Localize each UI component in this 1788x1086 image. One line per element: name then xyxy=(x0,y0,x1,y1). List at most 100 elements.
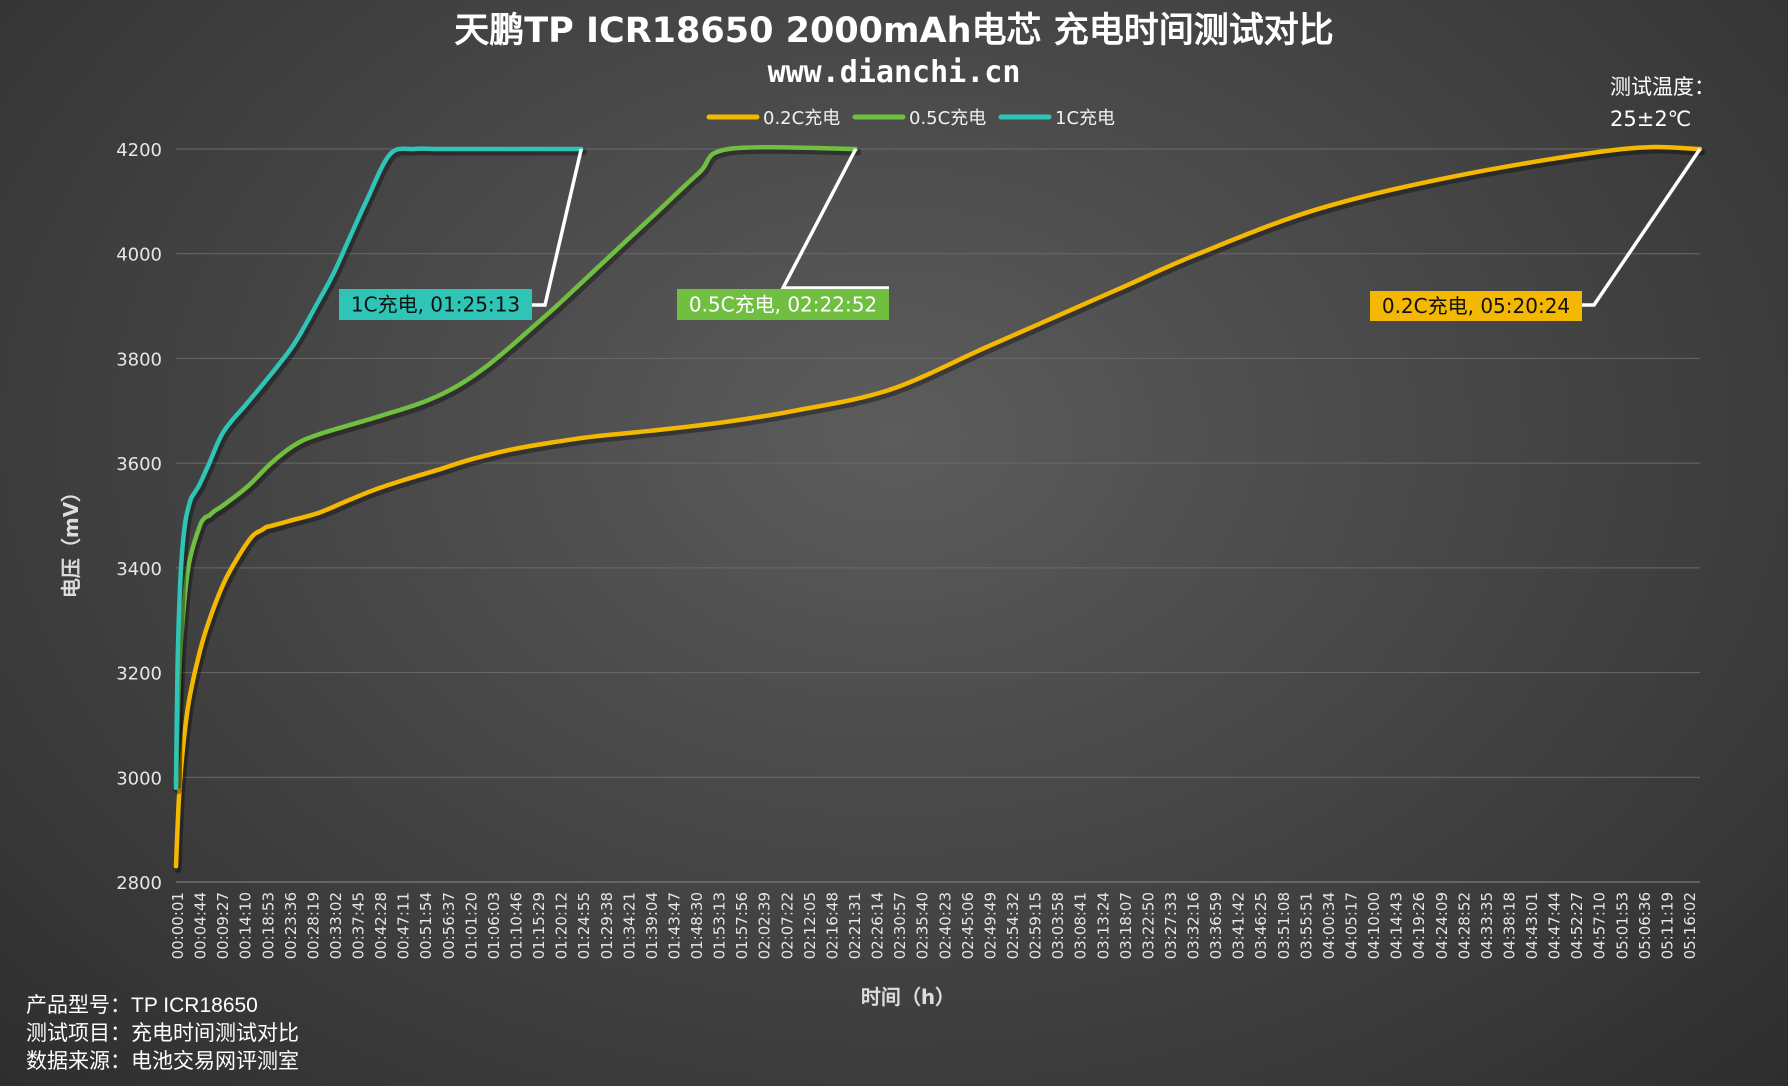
x-tick-label: 03:51:08 xyxy=(1275,892,1293,959)
x-tick-label: 00:51:54 xyxy=(417,892,435,959)
x-tick-label: 02:02:39 xyxy=(756,892,774,959)
chart-title: 天鹏TP ICR18650 2000mAh电芯 充电时间测试对比 xyxy=(454,11,1333,51)
x-tick-label: 04:10:00 xyxy=(1365,892,1383,959)
legend-label: 1C充电 xyxy=(1055,108,1115,129)
x-tick-label: 02:30:57 xyxy=(891,892,909,959)
x-axis-label: 时间（h） xyxy=(861,985,955,1009)
x-tick-label: 03:55:51 xyxy=(1297,892,1315,959)
x-tick-label: 01:20:12 xyxy=(553,892,571,959)
x-tick-label: 02:59:15 xyxy=(1027,892,1045,959)
x-tick-label: 03:22:50 xyxy=(1139,892,1157,959)
x-tick-label: 04:43:01 xyxy=(1523,892,1541,959)
series-lines xyxy=(173,144,1706,873)
callout-leader xyxy=(532,148,583,307)
series-shadow xyxy=(174,146,862,790)
series-shadow xyxy=(174,146,1706,873)
x-tick-label: 04:05:17 xyxy=(1342,892,1360,959)
x-tick-label: 01:01:20 xyxy=(462,892,480,959)
x-tick-label: 01:10:46 xyxy=(508,892,526,959)
x-tick-label: 03:36:59 xyxy=(1207,892,1225,959)
x-tick-label: 04:47:44 xyxy=(1546,892,1564,959)
x-tick-label: 04:00:34 xyxy=(1320,892,1338,959)
x-tick-label: 00:47:11 xyxy=(395,892,413,959)
callout-box xyxy=(1370,291,1582,321)
callout-box xyxy=(339,289,532,320)
series-line xyxy=(173,146,584,791)
x-tick-label: 00:18:53 xyxy=(259,892,277,959)
x-tick-label: 02:54:32 xyxy=(1004,892,1022,959)
temperature-value: 25±2℃ xyxy=(1610,107,1691,131)
x-tick-label: 01:34:21 xyxy=(620,892,638,959)
y-axis-label: 电压（mV） xyxy=(59,482,83,598)
callout-leader xyxy=(1582,148,1702,307)
x-tick-label: 02:16:48 xyxy=(823,892,841,959)
legend-label: 0.5C充电 xyxy=(909,108,986,129)
y-tick-label: 2800 xyxy=(116,873,162,894)
x-tick-label: 00:28:19 xyxy=(304,892,322,959)
series-line xyxy=(173,144,1703,869)
x-tick-label: 01:43:47 xyxy=(665,892,683,959)
y-tick-label: 3200 xyxy=(116,664,162,685)
x-tick-label: 05:06:36 xyxy=(1636,892,1654,959)
x-tick-label: 05:11:19 xyxy=(1658,892,1676,959)
x-tick-label: 00:09:27 xyxy=(214,892,232,959)
x-tick-label: 03:46:25 xyxy=(1252,892,1270,959)
legend: 0.2C充电 0.5C充电 1C充电 xyxy=(706,108,1115,129)
x-tick-label: 03:27:33 xyxy=(1162,892,1180,959)
y-tick-label: 3400 xyxy=(116,559,162,580)
callout-label: 0.2C充电, 05:20:24 xyxy=(1382,294,1570,318)
series-shadow xyxy=(174,148,587,795)
x-tick-label: 04:24:09 xyxy=(1433,892,1451,959)
chart-subtitle: www.dianchi.cn xyxy=(768,55,1021,90)
x-tick-label: 04:19:26 xyxy=(1410,892,1428,959)
x-tick-label: 04:28:52 xyxy=(1455,892,1473,959)
x-tick-label: 04:52:27 xyxy=(1568,892,1586,959)
callout-label: 1C充电, 01:25:13 xyxy=(351,293,520,317)
x-tick-label: 00:04:44 xyxy=(192,892,210,959)
x-tick-label: 01:48:30 xyxy=(688,892,706,959)
x-tick-label: 04:57:10 xyxy=(1591,892,1609,959)
x-tick-label: 00:33:02 xyxy=(327,892,345,959)
x-tick-label: 02:26:14 xyxy=(869,892,887,959)
x-tick-label: 00:42:28 xyxy=(372,892,390,959)
data-source: 数据来源：电池交易网评测室 xyxy=(26,1050,299,1073)
x-tick-label: 05:16:02 xyxy=(1681,892,1699,959)
x-tick-label: 01:39:04 xyxy=(643,892,661,959)
gridlines xyxy=(176,148,1700,883)
x-tick-label: 00:23:36 xyxy=(282,892,300,959)
x-tick-label: 01:53:13 xyxy=(711,892,729,959)
callout-box xyxy=(677,289,889,320)
x-tick-label: 00:37:45 xyxy=(350,892,368,959)
x-tick-label: 02:49:49 xyxy=(981,892,999,959)
y-tick-label: 3800 xyxy=(116,349,162,370)
temperature-label: 测试温度： xyxy=(1610,75,1715,99)
x-tick-label: 03:41:42 xyxy=(1230,892,1248,959)
x-tick-label: 00:56:37 xyxy=(440,892,458,959)
x-tick-label: 02:40:23 xyxy=(936,892,954,959)
x-tick-label: 03:13:24 xyxy=(1094,892,1112,959)
x-tick-label: 01:24:55 xyxy=(575,892,593,959)
y-tick-label: 3000 xyxy=(116,768,162,789)
product-model: 产品型号：TP ICR18650 xyxy=(26,994,258,1017)
legend-label: 0.2C充电 xyxy=(763,108,840,129)
callout-leader xyxy=(780,148,889,290)
x-tick-label: 00:00:01 xyxy=(169,892,187,959)
x-tick-label: 02:35:40 xyxy=(914,892,932,959)
x-tick-label: 03:08:41 xyxy=(1072,892,1090,959)
x-tick-label: 03:03:58 xyxy=(1049,892,1067,959)
y-axis: 2800 3000 3200 3400 3600 3800 4000 4200 xyxy=(116,140,162,894)
y-tick-label: 3600 xyxy=(116,454,162,475)
x-tick-label: 01:57:56 xyxy=(733,892,751,959)
x-tick-label: 01:06:03 xyxy=(485,892,503,959)
x-tick-label: 02:45:06 xyxy=(959,892,977,959)
end-callouts: 0.2C充电, 05:20:24 0.5C充电, 02:22:52 1C充电, 01… xyxy=(339,148,1702,321)
y-tick-label: 4000 xyxy=(116,245,162,266)
x-tick-label: 04:38:18 xyxy=(1500,892,1518,959)
info-panel: 产品型号：TP ICR18650 测试项目：充电时间测试对比 数据来源：电池交易… xyxy=(26,992,299,1076)
series-line xyxy=(173,145,858,785)
callout-label: 0.5C充电, 02:22:52 xyxy=(689,293,877,317)
x-tick-label: 00:14:10 xyxy=(237,892,255,959)
x-tick-label: 04:33:35 xyxy=(1478,892,1496,959)
x-tick-label: 03:18:07 xyxy=(1117,892,1135,959)
